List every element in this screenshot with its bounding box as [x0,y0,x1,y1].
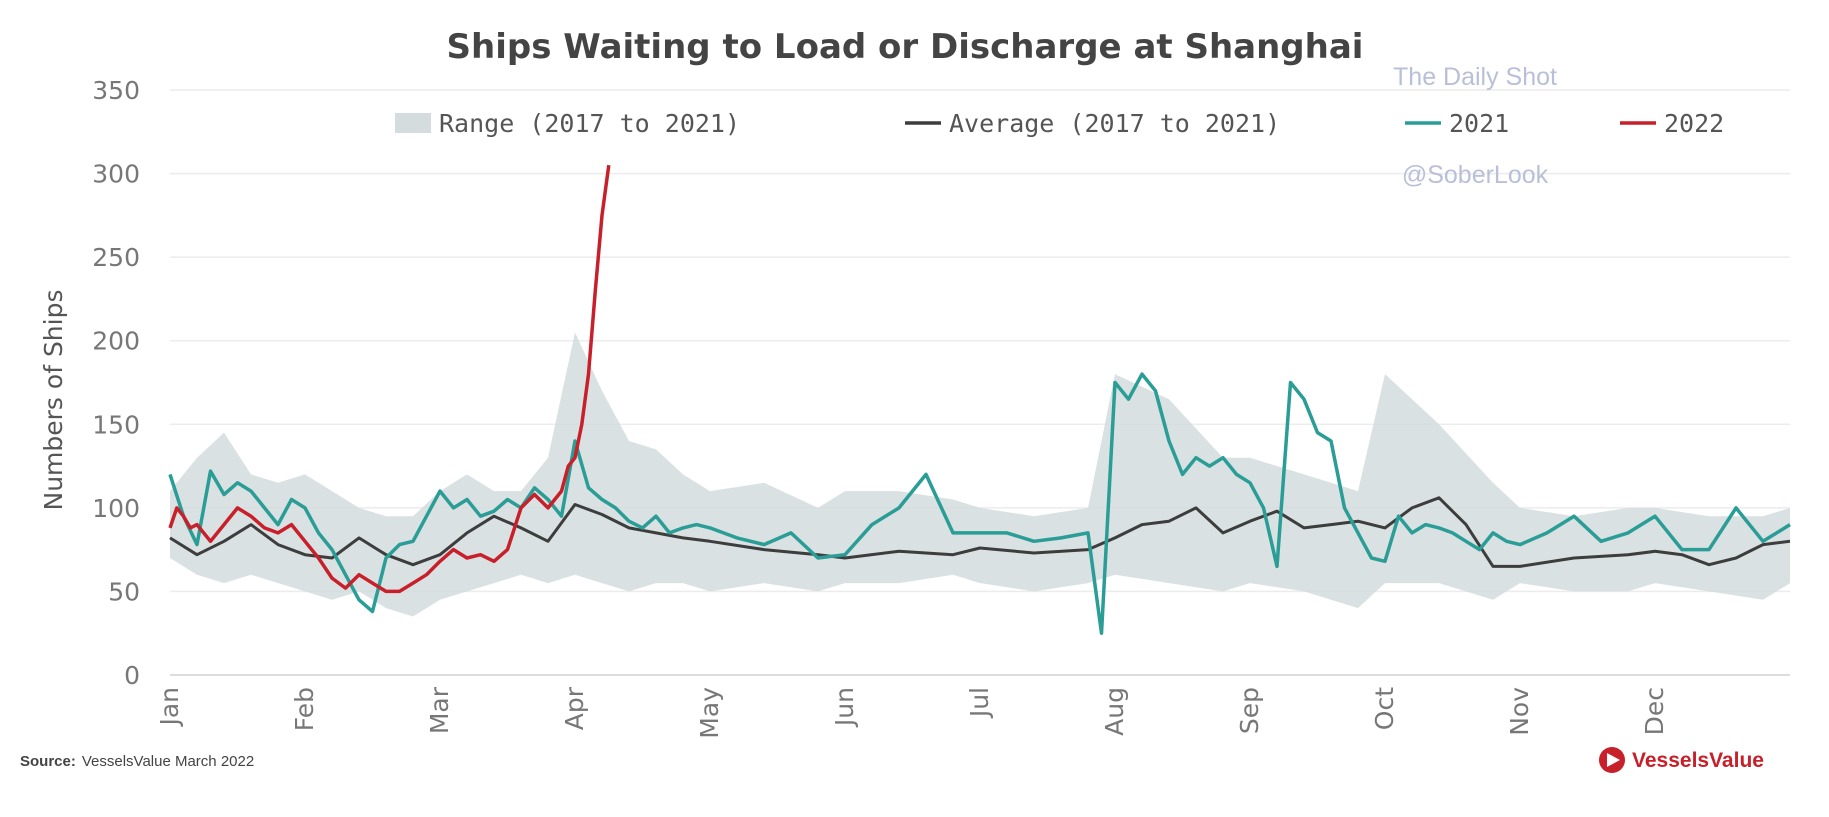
y-tick-label: 350 [92,76,140,105]
x-tick-label: Apr [560,686,589,730]
x-tick-label: Jul [965,687,994,719]
legend-item-average: Average (2017 to 2021) [905,109,1280,138]
x-tick-label: May [695,687,724,739]
x-tick-label: Feb [290,687,319,731]
x-tick-label: Dec [1640,687,1669,735]
brand-icon-mark [1607,753,1620,767]
x-tick-label: Nov [1505,687,1534,736]
x-tick-label: Mar [425,686,454,734]
y-tick-label: 50 [108,577,140,606]
legend-label: Range (2017 to 2021) [439,109,740,138]
series-2022-line [168,164,611,594]
x-tick-label: Sep [1235,687,1264,734]
legend-label: Average (2017 to 2021) [949,109,1280,138]
brand-logo: VesselsValue [1599,747,1764,773]
legend: Range (2017 to 2021) Average (2017 to 202… [395,109,1724,138]
y-tick-label: 300 [92,160,140,189]
legend-item-2021: 2021 [1405,109,1509,138]
watermark-line2: @SoberLook [1402,161,1549,189]
average-line [169,496,1791,568]
legend-item-2022: 2022 [1620,109,1724,138]
brand-name: VesselsValue [1632,749,1764,772]
plot-area [168,164,1791,635]
watermark: The Daily Shot @SoberLook [1393,63,1557,189]
y-tick-labels: 0 50 100 150 200 250 300 350 [92,76,140,690]
source-label: Source: [20,753,76,770]
legend-label: 2022 [1664,109,1724,138]
source-value: VesselsValue March 2022 [82,753,254,770]
y-tick-label: 0 [124,661,140,690]
y-tick-label: 100 [92,494,140,523]
source-text: Source: VesselsValue March 2022 [20,753,254,770]
legend-swatch [395,113,431,133]
watermark-line1: The Daily Shot [1393,63,1557,91]
y-tick-label: 200 [92,327,140,356]
chart-title: Ships Waiting to Load or Discharge at Sh… [447,27,1364,67]
x-tick-label: Jan [155,687,184,728]
series-2021-line [168,372,1791,635]
source-note: Source: VesselsValue March 2022 [20,753,254,770]
x-tick-label: Oct [1370,687,1399,730]
x-tick-labels: Jan Feb Mar Apr May Jun Jul Aug Sep Oct Nov Dec [155,686,1669,738]
y-axis-label: Numbers of Ships [39,290,68,511]
legend-item-range: Range (2017 to 2021) [395,109,740,138]
y-tick-label: 250 [92,243,140,272]
x-tick-label: Aug [1100,687,1129,736]
x-tick-label: Jun [830,687,859,728]
y-tick-label: 150 [92,410,140,439]
range-band [170,332,1790,617]
legend-label: 2021 [1449,109,1509,138]
